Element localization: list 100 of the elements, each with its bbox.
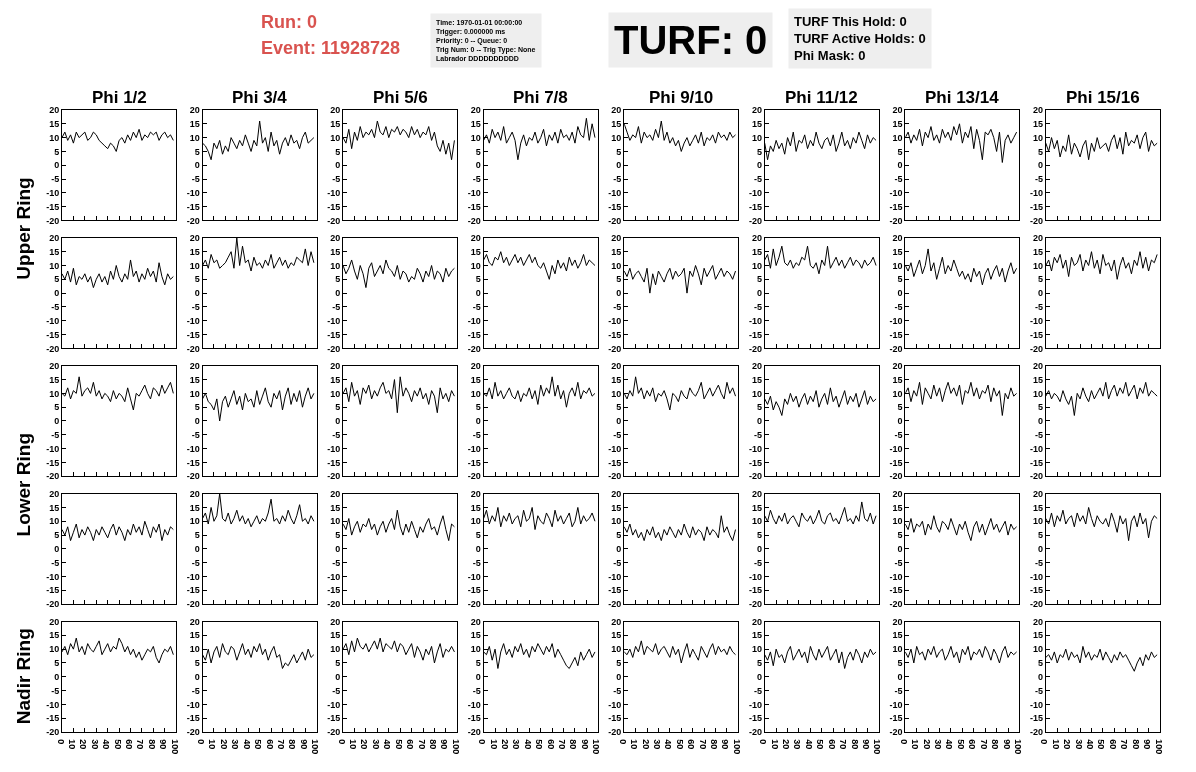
y-tick-label: 20 (1032, 105, 1044, 116)
y-tick-label: -15 (467, 201, 481, 212)
y-tick-label: -15 (186, 329, 200, 340)
y-tick-label: -15 (186, 585, 200, 596)
y-tick-label: 20 (330, 105, 341, 116)
x-tick-label: 90 (1001, 739, 1012, 750)
y-tick-label: -5 (191, 557, 200, 568)
y-tick-label: -5 (472, 302, 481, 313)
y-tick-label: -15 (1029, 329, 1044, 340)
y-tick-label: -15 (748, 329, 762, 340)
y-tick-label: -15 (186, 713, 200, 724)
y-tick-label: -20 (748, 599, 762, 610)
y-tick-label: 5 (54, 274, 60, 285)
chart-title: Phi 15/16 (1066, 88, 1140, 107)
x-tick-label: 50 (253, 739, 264, 750)
y-tick-label: 20 (892, 233, 903, 244)
y-tick-label: -20 (327, 599, 341, 610)
y-tick-label: 20 (751, 105, 762, 116)
y-tick-label: -20 (186, 343, 200, 354)
y-tick-label: 10 (1032, 132, 1044, 143)
y-tick-label: -20 (46, 343, 60, 354)
y-tick-label: 10 (189, 388, 200, 399)
y-tick-label: -10 (186, 571, 200, 582)
x-tick-label: 40 (241, 739, 252, 750)
y-tick-label: 20 (49, 360, 60, 371)
y-tick-label: 5 (54, 402, 60, 413)
y-tick-label: -5 (51, 174, 60, 185)
x-tick-label: 60 (826, 739, 837, 750)
y-tick-label: 10 (1032, 260, 1044, 271)
y-tick-label: 15 (892, 246, 903, 257)
y-tick-label: 15 (470, 246, 481, 257)
x-tick-label: 40 (382, 739, 393, 750)
y-tick-label: -15 (186, 457, 200, 468)
x-tick-label: 80 (427, 739, 438, 750)
y-tick-label: -15 (467, 329, 481, 340)
y-tick-label: -5 (613, 302, 622, 313)
y-tick-label: 10 (49, 388, 60, 399)
y-tick-label: -5 (191, 174, 200, 185)
y-tick-label: 20 (892, 616, 903, 627)
y-tick-label: 15 (1032, 502, 1044, 513)
y-tick-label: -10 (748, 315, 762, 326)
y-tick-label: 5 (194, 402, 200, 413)
y-tick-label: -15 (608, 201, 622, 212)
y-tick-label: -15 (327, 457, 341, 468)
y-tick-label: -20 (889, 343, 903, 354)
y-tick-label: -5 (472, 174, 481, 185)
chart-title: Phi 7/8 (513, 88, 568, 107)
x-tick-label: 60 (264, 739, 275, 750)
y-tick-label: -20 (608, 727, 622, 738)
chart-title: Phi 13/14 (925, 88, 1000, 107)
y-tick-label: 5 (616, 274, 622, 285)
y-tick-label: 0 (616, 671, 622, 682)
y-tick-label: -20 (1029, 343, 1044, 354)
y-tick-label: 20 (611, 360, 622, 371)
x-tick-label: 90 (720, 739, 731, 750)
y-tick-label: -5 (894, 174, 903, 185)
y-tick-label: -15 (327, 201, 341, 212)
y-tick-label: 5 (756, 658, 762, 669)
y-tick-label: -10 (608, 571, 622, 582)
y-tick-label: 5 (1037, 274, 1044, 285)
y-tick-label: 10 (892, 132, 903, 143)
y-tick-label: -20 (467, 471, 481, 482)
y-tick-label: 5 (335, 146, 341, 157)
y-tick-label: 20 (611, 616, 622, 627)
y-tick-label: 5 (194, 530, 200, 541)
y-tick-label: -5 (1034, 174, 1044, 185)
x-tick-label: 100 (872, 739, 883, 755)
x-tick-label: 70 (978, 739, 989, 750)
x-tick-label: 70 (838, 739, 849, 750)
y-tick-label: 10 (1032, 644, 1044, 655)
y-tick-label: 10 (1032, 516, 1044, 527)
chart-title: Phi 3/4 (232, 88, 288, 107)
y-tick-label: -5 (1034, 302, 1044, 313)
y-tick-label: 15 (189, 246, 200, 257)
y-tick-label: -20 (46, 727, 60, 738)
x-tick-label: 10 (348, 739, 359, 750)
y-tick-label: 0 (756, 160, 762, 171)
y-tick-label: 0 (756, 671, 762, 682)
y-tick-label: 15 (1032, 118, 1044, 129)
y-tick-label: 0 (1037, 544, 1044, 555)
y-tick-label: -10 (889, 188, 903, 198)
y-tick-label: -15 (889, 713, 903, 724)
x-tick-label: 20 (78, 739, 89, 750)
y-tick-label: 20 (470, 233, 481, 244)
y-tick-label: -20 (608, 599, 622, 610)
y-tick-label: 5 (756, 530, 762, 541)
y-tick-label: 5 (897, 530, 903, 541)
y-tick-label: 5 (1037, 146, 1044, 157)
y-tick-label: -10 (186, 315, 200, 326)
y-tick-label: 15 (49, 374, 60, 385)
y-tick-label: -15 (467, 585, 481, 596)
y-tick-label: -15 (46, 585, 60, 596)
x-tick-label: 30 (511, 739, 522, 750)
y-tick-label: -15 (327, 713, 341, 724)
y-tick-label: 15 (1032, 630, 1044, 641)
y-tick-label: -10 (46, 443, 60, 454)
x-tick-label: 50 (393, 739, 404, 750)
y-tick-label: 20 (49, 488, 60, 499)
y-tick-label: 0 (54, 416, 60, 427)
y-tick-label: 10 (611, 388, 622, 399)
